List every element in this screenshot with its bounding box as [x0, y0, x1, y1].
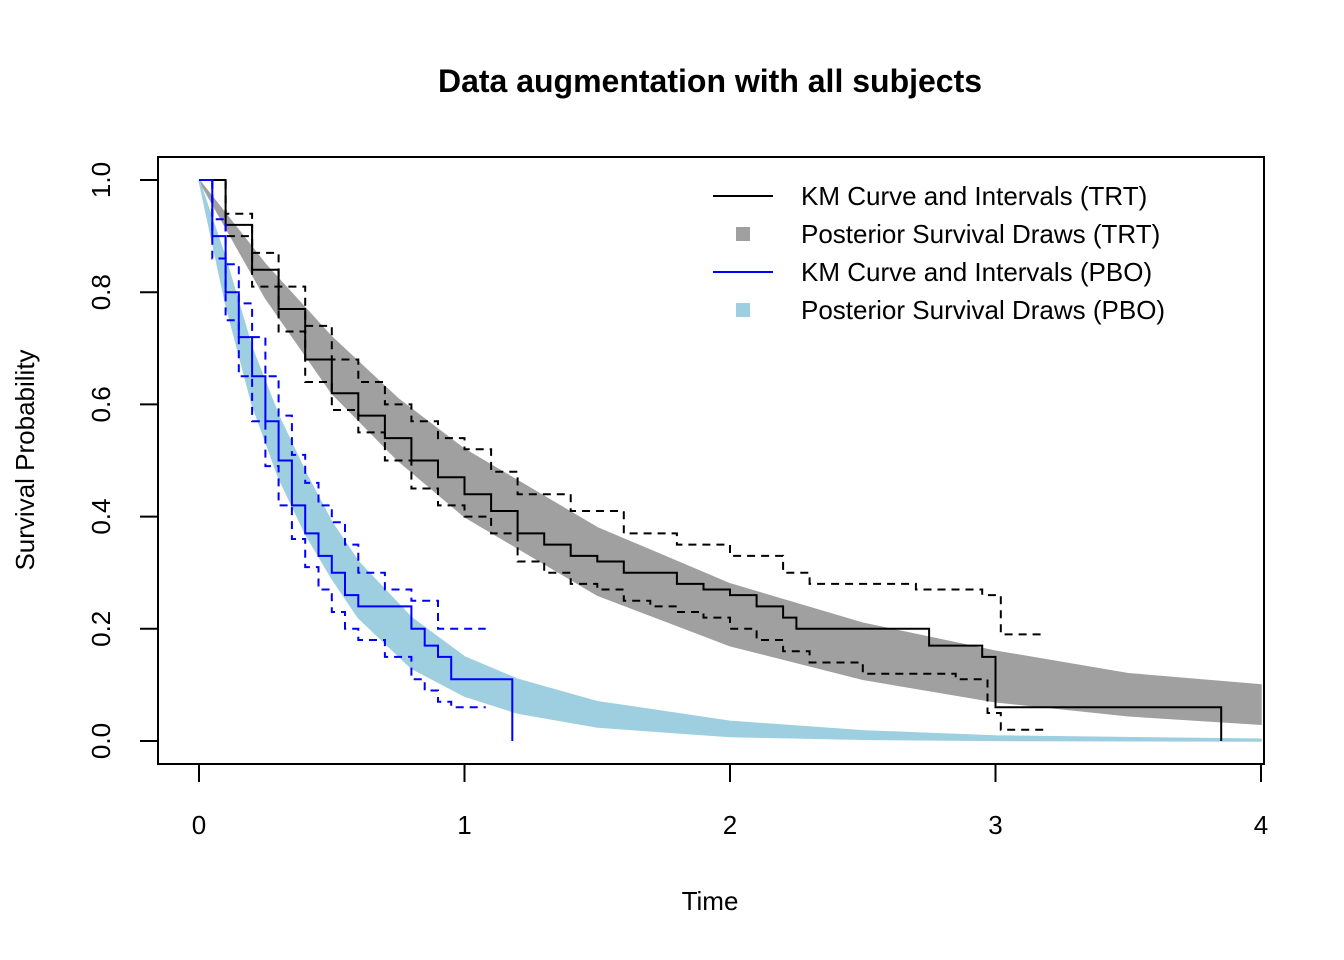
band-series-1	[198, 179, 1262, 742]
legend-item: KM Curve and Intervals (PBO)	[713, 257, 1152, 287]
legend-item: Posterior Survival Draws (PBO)	[736, 295, 1165, 325]
legend-label: Posterior Survival Draws (PBO)	[801, 295, 1165, 325]
y-tick-label: 1.0	[86, 162, 116, 198]
line-series-3	[199, 179, 1044, 636]
y-tick-label: 0.4	[86, 499, 116, 535]
x-tick-label: 0	[192, 810, 206, 840]
km-curves	[199, 179, 1223, 741]
y-tick-label: 0.6	[86, 386, 116, 422]
chart-title: Data augmentation with all subjects	[438, 63, 982, 99]
legend-square-icon	[736, 227, 750, 241]
legend-label: Posterior Survival Draws (TRT)	[801, 219, 1160, 249]
line-series-7	[199, 179, 486, 709]
legend-square-icon	[736, 303, 750, 317]
x-axis-title: Time	[682, 886, 739, 916]
y-tick-label: 0.8	[86, 274, 116, 310]
x-tick-label: 1	[457, 810, 471, 840]
legend: KM Curve and Intervals (TRT) Posterior Su…	[713, 181, 1165, 325]
y-tick-label: 0.2	[86, 611, 116, 647]
line-series-6	[199, 179, 486, 630]
legend-item: Posterior Survival Draws (TRT)	[736, 219, 1160, 249]
y-axis: 0.0 0.2 0.4 0.6 0.8 1.0	[86, 162, 159, 759]
y-tick-label: 0.0	[86, 723, 116, 759]
y-axis-title: Survival Probability	[10, 349, 40, 570]
legend-label: KM Curve and Intervals (TRT)	[801, 181, 1147, 211]
plot-area	[198, 179, 1262, 742]
x-tick-label: 3	[988, 810, 1002, 840]
x-tick-label: 4	[1254, 810, 1268, 840]
line-series-4	[199, 179, 1044, 731]
x-tick-label: 2	[723, 810, 737, 840]
x-axis: 0 1 2 3 4	[192, 763, 1268, 840]
legend-label: KM Curve and Intervals (PBO)	[801, 257, 1152, 287]
legend-item: KM Curve and Intervals (TRT)	[713, 181, 1147, 211]
